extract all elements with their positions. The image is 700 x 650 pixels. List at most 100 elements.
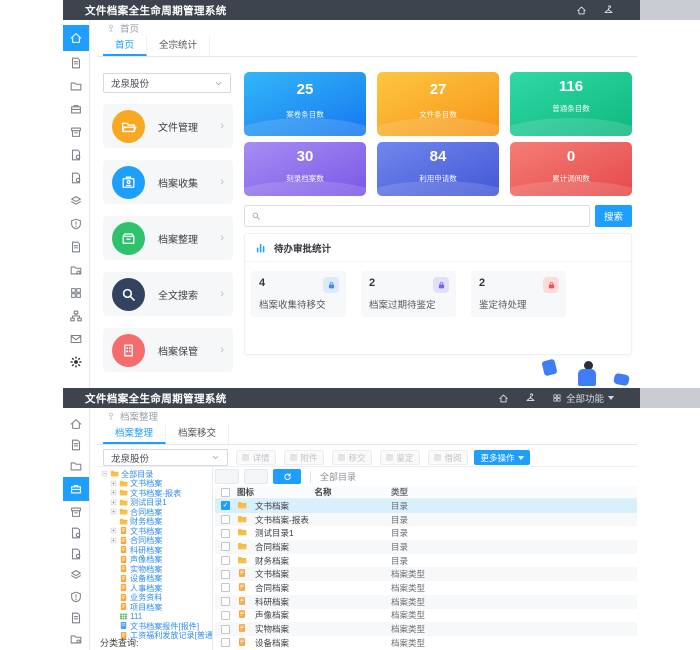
quick-menu-item[interactable]: 档案收集 › (103, 160, 233, 204)
tree-node[interactable]: 项目档案 (97, 602, 212, 612)
select-all-checkbox[interactable] (221, 487, 230, 497)
sidebar-item[interactable] (63, 166, 89, 189)
toolbar-button[interactable]: 移交 (332, 450, 372, 465)
org-select[interactable]: 龙泉股份 (103, 73, 231, 93)
home-icon[interactable] (498, 393, 509, 404)
plusbox-icon[interactable] (110, 499, 117, 506)
sidebar-item[interactable] (63, 434, 89, 455)
home-icon[interactable] (576, 5, 587, 16)
sidebar-item[interactable] (63, 476, 89, 501)
quick-menu-item[interactable]: 文件管理 › (103, 104, 233, 148)
quick-menu-item[interactable]: 全文搜索 › (103, 272, 233, 316)
tree-node[interactable]: 工资福利发放记录[普通] (97, 631, 212, 640)
tree-node[interactable]: 文书档案 (97, 479, 212, 488)
sidebar-item[interactable] (63, 607, 89, 628)
plusbox-icon[interactable] (110, 527, 117, 534)
plusbox-icon[interactable] (110, 480, 117, 487)
sidebar-item[interactable] (63, 456, 89, 477)
sidebar-item[interactable] (63, 120, 89, 143)
sidebar-item[interactable] (63, 258, 89, 281)
org-select[interactable]: 龙泉股份 (103, 449, 228, 466)
table-tool-button-1[interactable] (215, 469, 239, 484)
table-row[interactable]: 测试目录1 目录 (215, 526, 637, 541)
plusbox-icon[interactable] (110, 537, 117, 544)
table-row[interactable]: 声像档案 档案类型 (215, 608, 637, 623)
table-row[interactable]: 科研档案 档案类型 (215, 594, 637, 609)
theme-icon[interactable] (525, 392, 536, 404)
tree-node[interactable]: 声像档案 (97, 555, 212, 564)
theme-icon[interactable] (603, 4, 614, 16)
sidebar-item[interactable] (63, 629, 89, 650)
row-checkbox[interactable]: ✓ (221, 501, 230, 511)
tree-node[interactable]: 科研档案 (97, 545, 212, 555)
sidebar-item[interactable] (63, 97, 89, 120)
table-row[interactable]: 文书档案-报表 目录 (215, 512, 637, 527)
tree-node[interactable]: 全部目录 (97, 469, 212, 479)
tree-node[interactable]: 文书档案报件[报件] (97, 621, 212, 631)
quick-menu-item[interactable]: 档案整理 › (103, 216, 233, 260)
sidebar-item[interactable] (63, 74, 89, 97)
table-row[interactable]: 文书档案 档案类型 (215, 567, 637, 582)
sidebar-item[interactable] (63, 544, 89, 565)
sidebar-item[interactable] (63, 189, 89, 212)
tab[interactable]: 全宗统计 (147, 36, 211, 56)
sidebar-item[interactable] (63, 25, 89, 51)
tree-node[interactable]: 人事档案 (97, 583, 212, 593)
tree-expander[interactable] (110, 603, 117, 610)
table-row[interactable]: ✓ 文书档案 目录 (215, 499, 637, 513)
tab[interactable]: 首页 (103, 36, 148, 56)
tab[interactable]: 档案移交 (166, 424, 230, 444)
tree-expander[interactable] (110, 622, 117, 629)
table-row[interactable]: 合同档案 目录 (215, 540, 637, 554)
tree-expander[interactable] (110, 518, 117, 525)
sidebar-item[interactable] (63, 327, 89, 350)
more-actions-button[interactable]: 更多操作 (474, 450, 530, 465)
tree-expander[interactable] (110, 556, 117, 563)
table-row[interactable]: 实物档案 档案类型 (215, 622, 637, 636)
plusbox-icon[interactable] (110, 489, 117, 496)
tree-expander[interactable] (110, 565, 117, 572)
tree-node[interactable]: 文书档案-报表 (97, 488, 212, 498)
tree-node[interactable]: 业务资料 (97, 593, 212, 602)
row-checkbox[interactable] (221, 515, 230, 525)
tree-node[interactable]: 文书档案 (97, 526, 212, 536)
row-checkbox[interactable] (221, 610, 230, 620)
tree-node[interactable]: 实物档案 (97, 564, 212, 574)
sidebar-item[interactable] (63, 304, 89, 327)
sidebar-item[interactable] (63, 350, 89, 373)
tree-node[interactable]: 测试目录1 (97, 498, 212, 507)
toolbar-button[interactable]: 鉴定 (380, 450, 420, 465)
row-checkbox[interactable] (221, 624, 230, 634)
tree-node[interactable]: 合同档案 (97, 536, 212, 545)
all-functions-menu[interactable]: 全部功能 (552, 391, 614, 405)
sidebar-item[interactable] (63, 586, 89, 607)
tree-node[interactable]: 合同档案 (97, 507, 212, 517)
search-button[interactable]: 搜索 (595, 205, 632, 227)
row-checkbox[interactable] (221, 638, 230, 648)
row-checkbox[interactable] (221, 569, 230, 579)
tree-expander[interactable] (110, 546, 117, 553)
sidebar-item[interactable] (63, 522, 89, 543)
sidebar-item[interactable] (63, 501, 89, 522)
row-checkbox[interactable] (221, 528, 230, 538)
quick-menu-item[interactable]: 档案保管 › (103, 328, 233, 372)
row-checkbox[interactable] (221, 542, 230, 552)
table-row[interactable]: 设备档案 档案类型 (215, 635, 637, 650)
refresh-button[interactable] (273, 469, 301, 484)
sidebar-item[interactable] (63, 281, 89, 304)
tree-expander[interactable] (110, 575, 117, 582)
minusbox-icon[interactable] (101, 470, 108, 477)
toolbar-button[interactable]: 借阅 (428, 450, 468, 465)
sidebar-item[interactable] (63, 565, 89, 586)
toolbar-button[interactable]: 详情 (236, 450, 276, 465)
toolbar-button[interactable]: 附件 (284, 450, 324, 465)
plusbox-icon[interactable] (110, 508, 117, 515)
row-checkbox[interactable] (221, 556, 230, 566)
table-row[interactable]: 财务档案 目录 (215, 553, 637, 568)
tree-expander[interactable] (110, 594, 117, 601)
search-input[interactable] (266, 207, 589, 225)
sidebar-item[interactable] (63, 413, 89, 434)
table-row[interactable]: 合同档案 档案类型 (215, 581, 637, 595)
sidebar-item[interactable] (63, 235, 89, 258)
tree-node[interactable]: 111 (97, 612, 212, 621)
